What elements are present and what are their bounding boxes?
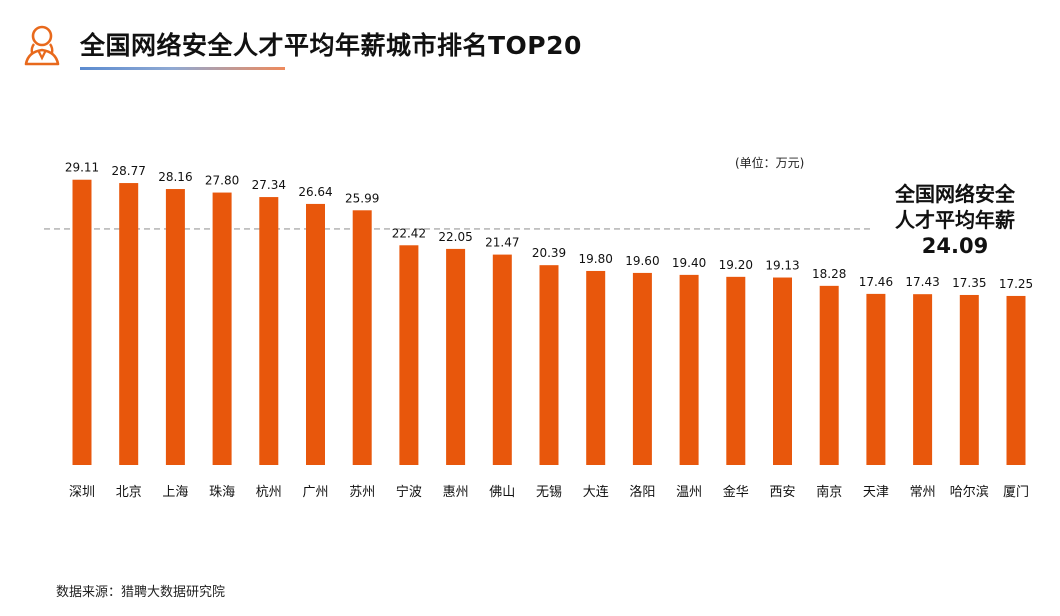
x-tick-label: 厦门	[1003, 485, 1029, 500]
x-tick-label: 洛阳	[629, 485, 655, 500]
data-label: 17.35	[952, 276, 986, 290]
bar-金华	[726, 276, 746, 465]
x-tick-label: 无锡	[536, 485, 562, 500]
data-label: 19.80	[579, 252, 613, 266]
x-tick-label: 宁波	[396, 484, 422, 500]
x-tick-label: 珠海	[209, 485, 235, 500]
bar-珠海	[212, 192, 232, 465]
x-tick-label: 常州	[910, 485, 936, 500]
x-tick-label: 惠州	[443, 485, 469, 500]
x-tick-label: 深圳	[69, 485, 95, 500]
bar-温州	[679, 274, 699, 465]
bar-惠州	[446, 248, 466, 465]
data-label: 17.25	[999, 277, 1033, 291]
data-label: 22.05	[438, 230, 472, 244]
bar-苏州	[352, 210, 372, 465]
x-tick-label: 哈尔滨	[950, 484, 989, 500]
x-tick-label: 佛山	[489, 485, 515, 500]
x-tick-label: 天津	[863, 485, 889, 500]
bar-南京	[819, 285, 839, 465]
bar-天津	[866, 293, 886, 465]
x-tick-label: 杭州	[256, 485, 282, 500]
bar-无锡	[539, 265, 559, 465]
x-tick-label: 温州	[676, 485, 702, 500]
data-label: 17.43	[905, 275, 939, 289]
bar-洛阳	[632, 272, 652, 465]
bar-宁波	[399, 245, 419, 465]
data-label: 19.40	[672, 256, 706, 270]
bar-佛山	[492, 254, 512, 465]
data-label: 18.28	[812, 267, 846, 281]
title-underline	[80, 67, 285, 70]
bar-北京	[119, 183, 139, 465]
bar-常州	[913, 294, 933, 465]
data-label: 19.20	[719, 258, 753, 272]
bar-上海	[165, 189, 185, 466]
bar-大连	[586, 270, 606, 465]
bar-深圳	[72, 179, 92, 466]
bar-广州	[306, 203, 325, 466]
person-icon	[24, 25, 60, 66]
data-label: 27.34	[252, 178, 286, 192]
average-label: 全国网络安全 人才平均年薪 24.09	[860, 181, 1050, 259]
data-label: 17.46	[859, 275, 893, 289]
bar-杭州	[259, 197, 279, 465]
x-tick-label: 金华	[723, 484, 749, 500]
average-value: 24.09	[921, 234, 989, 258]
unit-label: (单位：万元)	[735, 156, 805, 170]
data-label: 19.13	[765, 259, 799, 273]
x-tick-label: 上海	[162, 485, 188, 500]
x-tick-label: 西安	[769, 485, 795, 500]
data-label: 25.99	[345, 191, 379, 205]
bar-西安	[773, 277, 792, 465]
x-tick-label: 大连	[583, 484, 609, 500]
data-label: 21.47	[485, 236, 519, 250]
page-title: 全国网络安全人才平均年薪城市排名TOP20	[80, 31, 582, 60]
bar-哈尔滨	[959, 294, 979, 465]
data-label: 26.64	[298, 185, 332, 199]
data-label: 20.39	[532, 246, 566, 260]
x-tick-label: 北京	[116, 485, 142, 500]
x-tick-label: 南京	[816, 484, 842, 500]
x-tick-label: 广州	[302, 485, 328, 500]
data-label: 28.16	[158, 170, 192, 184]
source-note: 数据来源：猎聘大数据研究院	[56, 585, 226, 600]
data-label: 22.42	[392, 226, 426, 240]
x-tick-label: 苏州	[349, 484, 375, 500]
data-label: 27.80	[205, 174, 239, 188]
average-label-line1: 全国网络安全	[895, 182, 1015, 206]
data-label: 28.77	[112, 164, 146, 178]
bar-厦门	[1006, 295, 1026, 465]
data-label: 29.11	[65, 161, 99, 175]
data-label: 19.60	[625, 254, 659, 268]
average-label-line2: 人才平均年薪	[895, 208, 1015, 232]
